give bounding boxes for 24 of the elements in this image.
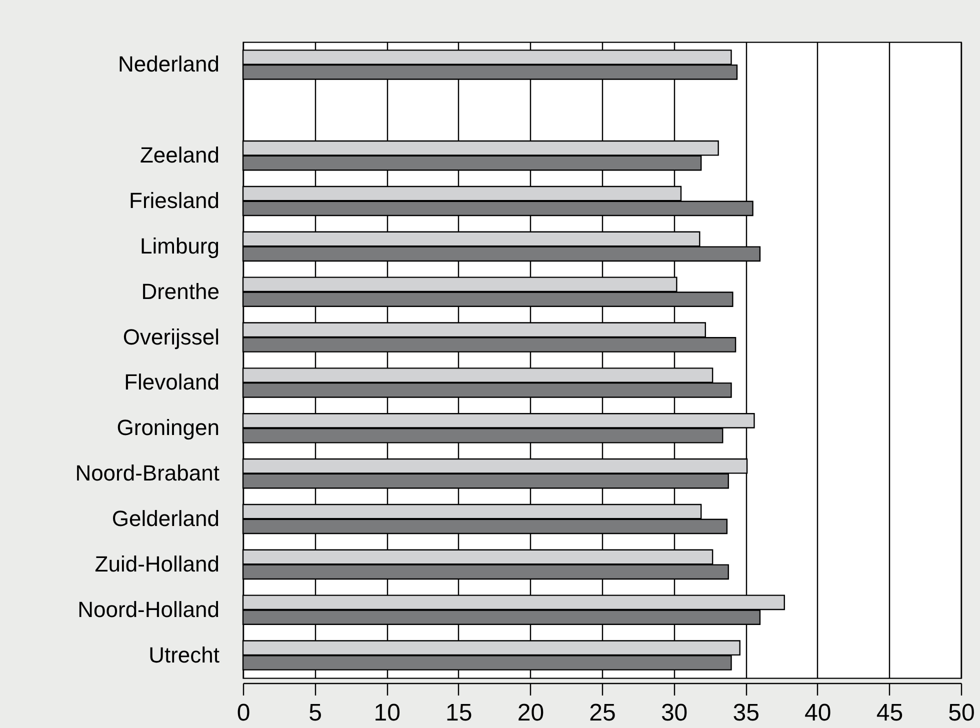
y-tick-label: Zeeland — [140, 142, 220, 168]
y-tick-label: Overijssel — [122, 324, 220, 350]
x-tick-label: 20 — [517, 700, 544, 726]
y-tick-label: Noord-Holland — [78, 596, 220, 622]
x-tick-label: 25 — [589, 700, 616, 726]
y-tick-label: Utrecht — [148, 642, 220, 668]
x-tick-label: 40 — [804, 700, 832, 726]
y-tick-label: Groningen — [116, 415, 220, 440]
x-tick-label: 30 — [660, 700, 688, 726]
y-tick-label: Zuid-Holland — [94, 551, 220, 576]
y-tick-label: Noord-Brabant — [75, 460, 220, 486]
x-tick-label: 45 — [876, 700, 904, 726]
x-tick-label: 5 — [308, 700, 322, 726]
x-tick-label: 35 — [732, 700, 760, 726]
x-tick-label: 50 — [948, 700, 975, 726]
y-tick-label: Flevoland — [124, 370, 220, 395]
y-tick-label: Drenthe — [141, 278, 220, 304]
y-tick-label: Nederland — [118, 52, 220, 77]
y-tick-label: Limburg — [140, 233, 220, 258]
y-tick-label: Gelderland — [112, 506, 220, 531]
x-tick-label: 10 — [374, 700, 400, 726]
x-tick-label: 0 — [236, 700, 250, 726]
y-tick-label: Friesland — [129, 188, 220, 213]
x-tick-label: 15 — [446, 700, 472, 726]
